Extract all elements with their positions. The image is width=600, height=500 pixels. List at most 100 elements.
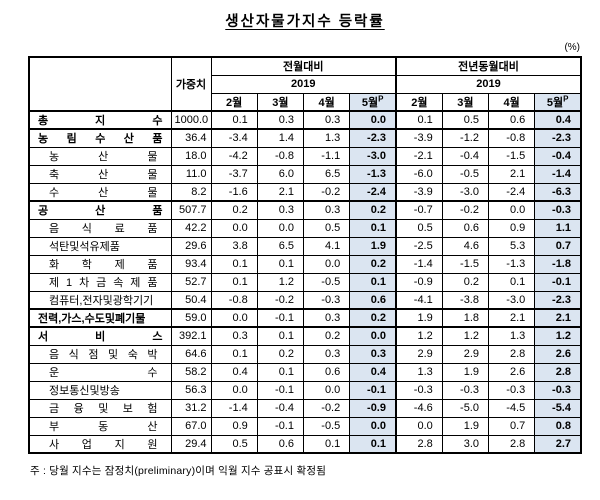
header-row-months: 2월 3월 4월 5월P 2월 3월 4월 5월P	[29, 92, 582, 112]
mom-value: 0.0	[302, 254, 351, 274]
mom-value: 0.0	[349, 416, 398, 436]
mom-value: 0.2	[349, 254, 398, 274]
mom-value: 6.0	[256, 164, 305, 184]
yoy-value: -1.5	[441, 254, 490, 274]
yoy-value: 2.1	[487, 308, 536, 328]
table-row: 컴퓨터,전자및광학기기 50.4 -0.8 -0.2 -0.3 0.6 -4.1 -3.8 -3…	[28, 290, 582, 310]
mom-value: 0.0	[349, 326, 398, 346]
yoy-value: 4.6	[441, 236, 490, 256]
mom-value: -3.4	[210, 128, 258, 148]
yoy-value: 3.0	[441, 434, 490, 454]
yoy-value: -0.1	[534, 272, 582, 292]
yoy-value: 2.6	[534, 344, 582, 364]
row-weight: 36.4	[170, 128, 212, 148]
page: 생산자물가지수 등락률 (%) 가중치 전월대비 전년동월대비 2019 201…	[28, 14, 582, 477]
prelim-mark: P	[378, 94, 384, 104]
yoy-value: 0.5	[441, 110, 490, 130]
prelim-mark: P	[563, 94, 569, 104]
row-label: 전력,가스,수도및폐기물	[28, 308, 172, 328]
row-weight: 31.2	[170, 398, 212, 418]
yoy-value: -0.8	[487, 128, 536, 148]
row-weight: 507.7	[170, 200, 212, 220]
mom-value: 0.5	[302, 218, 351, 238]
yoy-value: -0.3	[487, 380, 536, 400]
row-label: 농 림 수 산 품	[28, 128, 172, 148]
mom-value: 0.0	[349, 110, 398, 130]
yoy-col-feb: 2월	[395, 92, 443, 112]
weight-header: 가중치	[170, 56, 212, 112]
mom-value: 0.1	[302, 434, 351, 454]
yoy-value: -2.3	[534, 128, 582, 148]
mom-value: 0.2	[256, 344, 305, 364]
mom-value: 0.1	[210, 344, 258, 364]
mom-value: 0.1	[210, 110, 258, 130]
row-weight: 52.7	[170, 272, 212, 292]
yoy-value: 1.3	[395, 362, 443, 382]
yoy-value: -5.4	[534, 398, 582, 418]
mom-value: -1.6	[210, 182, 258, 202]
mom-value: 0.1	[256, 362, 305, 382]
yoy-value: 0.5	[395, 218, 443, 238]
yoy-value: -3.0	[487, 290, 536, 310]
mom-value: 6.5	[256, 236, 305, 256]
mom-value: 0.2	[210, 200, 258, 220]
mom-col-feb: 2월	[210, 92, 258, 112]
mom-value: 0.0	[210, 308, 258, 328]
row-label: 제 1 차 금 속 제 품	[28, 272, 172, 292]
yoy-value: 0.4	[534, 110, 582, 130]
mom-value: 0.0	[256, 218, 305, 238]
row-label: 석탄및석유제품	[28, 236, 172, 256]
row-label: 공 산 품	[28, 200, 172, 220]
mom-col-apr: 4월	[302, 92, 351, 112]
yoy-value: -4.1	[395, 290, 443, 310]
yoy-value: 0.2	[441, 272, 490, 292]
row-label: 축 산 물	[28, 164, 172, 184]
mom-value: 0.2	[349, 200, 398, 220]
yoy-value: -0.3	[441, 380, 490, 400]
yoy-value: -0.4	[534, 146, 582, 166]
yoy-value: -3.8	[441, 290, 490, 310]
row-label: 서 비 스	[28, 326, 172, 346]
yoy-value: 1.2	[441, 326, 490, 346]
yoy-value: -4.6	[395, 398, 443, 418]
yoy-value: 5.3	[487, 236, 536, 256]
yoy-value: -1.3	[487, 254, 536, 274]
row-label: 정보통신및방송	[28, 380, 172, 400]
mom-value: 0.0	[210, 380, 258, 400]
row-label: 화 학 제 품	[28, 254, 172, 274]
yoy-value: 1.2	[395, 326, 443, 346]
mom-value: 1.4	[256, 128, 305, 148]
mom-value: -2.3	[349, 128, 398, 148]
row-label: 컴퓨터,전자및광학기기	[28, 290, 172, 310]
mom-value: -0.3	[302, 290, 351, 310]
table-row: 제 1 차 금 속 제 품 52.7 0.1 1.2 -0.5 0.1 -0.9 0.2 0.1…	[28, 272, 582, 292]
yoy-value: 2.8	[395, 434, 443, 454]
yoy-group-header: 전년동월대비	[395, 56, 582, 76]
yoy-value: -0.7	[395, 200, 443, 220]
yoy-value: -0.5	[441, 164, 490, 184]
mom-value: -0.2	[256, 290, 305, 310]
yoy-value: -6.3	[534, 182, 582, 202]
row-weight: 392.1	[170, 326, 212, 346]
page-title: 생산자물가지수 등락률	[225, 14, 385, 30]
mom-value: 0.1	[256, 326, 305, 346]
yoy-value: 0.0	[487, 200, 536, 220]
yoy-value: -0.9	[395, 272, 443, 292]
mom-value: 0.4	[349, 362, 398, 382]
mom-value: -0.9	[349, 398, 398, 418]
mom-value: 0.3	[302, 308, 351, 328]
table-row: 수 산 물 8.2 -1.6 2.1 -0.2 -2.4 -3.9 -3.0 -2.4 -6.3	[28, 182, 582, 202]
mom-group-header: 전월대비	[210, 56, 397, 76]
row-weight: 56.3	[170, 380, 212, 400]
yoy-value: -0.3	[395, 380, 443, 400]
table-row: 정보통신및방송 56.3 0.0 -0.1 0.0 -0.1 -0.3 -0.3 -0.3 -0.…	[28, 380, 582, 400]
row-weight: 29.6	[170, 236, 212, 256]
table-row: 금 융 및 보 험 31.2 -1.4 -0.4 -0.2 -0.9 -4.6 -5.0 -4.…	[28, 398, 582, 418]
mom-col-mar: 3월	[256, 92, 305, 112]
yoy-value: 0.9	[487, 218, 536, 238]
yoy-value: -4.5	[487, 398, 536, 418]
table-row: 공 산 품 507.7 0.2 0.3 0.3 0.2 -0.7 -0.2 0.0 -0.3	[28, 200, 582, 220]
mom-value: -1.3	[349, 164, 398, 184]
row-weight: 59.0	[170, 308, 212, 328]
row-weight: 93.4	[170, 254, 212, 274]
